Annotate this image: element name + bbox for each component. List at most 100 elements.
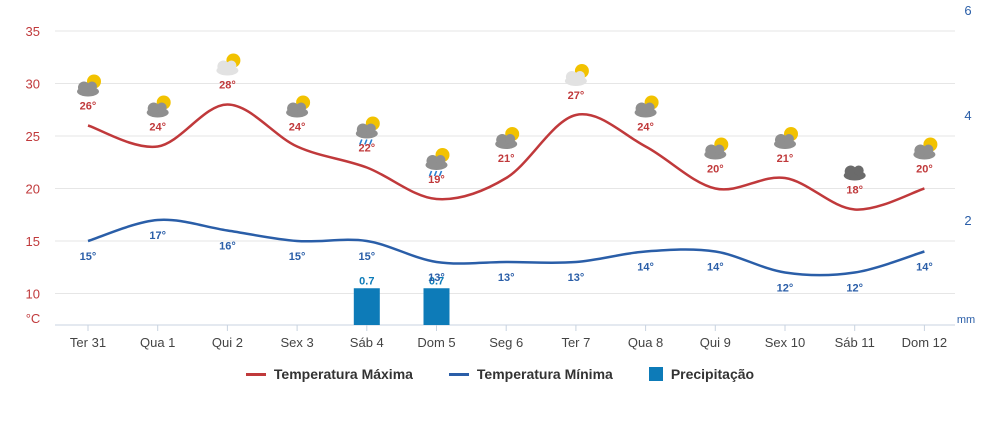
cloud-shape — [287, 102, 300, 115]
max-temp-label: 19° — [428, 174, 445, 186]
x-tick-label: Dom 5 — [417, 335, 455, 350]
cloud-shape — [496, 134, 509, 146]
min-temp-label: 15° — [358, 251, 375, 263]
cloud-shape — [505, 134, 516, 144]
max-temp-label: 28° — [219, 80, 236, 92]
min-temp-label: 12° — [777, 283, 794, 295]
rain-drop — [433, 170, 438, 177]
cloud-shape — [296, 102, 307, 113]
sun-cloud-rain-icon — [355, 116, 380, 145]
cloud-shape — [923, 144, 934, 155]
cloud-shape — [217, 60, 230, 73]
legend-label-max: Temperatura Máxima — [273, 366, 413, 382]
min-temp-label: 12° — [846, 283, 863, 295]
x-tick-label: Sáb 11 — [835, 335, 875, 350]
cloud-shape — [87, 81, 97, 92]
y-left-tick-label: 15 — [26, 234, 40, 249]
y-left-tick-label: 20 — [26, 182, 40, 197]
precip-bar — [353, 288, 380, 325]
y-right-tick-label: 2 — [964, 213, 971, 228]
cloud-shape — [226, 60, 237, 71]
x-tick-label: Seg 6 — [489, 335, 523, 350]
cloud-shape — [365, 123, 376, 134]
precip-label: 0.7 — [429, 275, 444, 287]
max-temp-label: 24° — [637, 122, 654, 134]
sun-cloud-icon — [286, 95, 311, 118]
x-tick-label: Dom 12 — [902, 335, 948, 350]
legend-item-min[interactable]: Temperatura Mínima — [448, 366, 613, 382]
max-temp-label: 26° — [80, 101, 97, 113]
cloud-shape — [714, 144, 725, 155]
cloud-icon — [843, 165, 866, 181]
cloud-shape — [356, 123, 369, 136]
x-tick-label: Sáb 4 — [350, 335, 384, 350]
max-temp-label: 21° — [777, 153, 794, 165]
min-temp-label: 16° — [219, 241, 236, 253]
x-tick-label: Ter 7 — [561, 335, 590, 350]
x-tick-label: Sex 10 — [765, 335, 805, 350]
min-temp-label: 14° — [637, 262, 654, 274]
rain-drop — [428, 170, 433, 177]
min-temp-label: 17° — [149, 230, 166, 242]
max-temp-label: 18° — [846, 185, 863, 197]
precip-label: 0.7 — [359, 275, 374, 287]
min-temp-label: 15° — [80, 251, 97, 263]
cloud-shape — [844, 165, 857, 178]
y-left-unit: °C — [26, 311, 41, 326]
sun-cloud-icon — [704, 137, 729, 160]
sun-cloud-icon — [77, 74, 101, 97]
legend-label-min: Temperatura Mínima — [476, 366, 613, 382]
cloud-shape — [156, 102, 167, 113]
sun-cloud-icon — [634, 95, 659, 118]
cloud-shape — [775, 134, 787, 146]
max-temp-label: 22° — [358, 143, 375, 155]
cloud-shape — [635, 102, 648, 115]
sun-cloud-icon — [913, 137, 938, 160]
min-temp-line — [87, 218, 925, 277]
x-tick-label: Qui 2 — [212, 335, 243, 350]
rain-drop — [364, 139, 368, 145]
legend-swatch-precip — [648, 367, 663, 381]
min-temp-label: 13° — [428, 272, 445, 284]
sun-cloud-icon — [774, 127, 798, 149]
cloud-shape — [914, 144, 927, 157]
legend-item-max[interactable]: Temperatura Máxima — [245, 366, 413, 382]
y-right-tick-label: 4 — [964, 108, 971, 123]
min-temp-label: 13° — [498, 272, 515, 284]
max-temp-label: 27° — [568, 90, 585, 102]
x-tick-label: Qua 1 — [140, 335, 175, 350]
sun-cloud-icon — [495, 127, 520, 149]
cloud-shape — [574, 71, 585, 81]
sun-cloud-icon — [146, 95, 171, 118]
cloud-shape — [78, 81, 90, 94]
cloud-shape — [784, 134, 794, 144]
rain-drop — [438, 170, 443, 177]
legend-swatch-min — [448, 372, 469, 376]
cloud-shape — [435, 155, 446, 165]
x-tick-label: Qui 9 — [700, 335, 731, 350]
cloud-shape — [565, 71, 578, 83]
rain-drop — [369, 139, 373, 145]
max-temp-label: 20° — [916, 164, 933, 176]
legend-item-precip[interactable]: Precipitação — [648, 366, 754, 382]
sun-cloud-icon — [216, 53, 241, 76]
cloud-shape — [644, 102, 655, 113]
max-temp-label: 24° — [289, 122, 306, 134]
y-left-tick-label: 30 — [26, 77, 40, 92]
max-temp-line — [87, 103, 925, 211]
cloud-shape — [853, 165, 864, 176]
max-temp-label: 24° — [149, 122, 166, 134]
chart-legend: Temperatura Máxima Temperatura Mínima Pr… — [0, 366, 1000, 382]
x-tick-label: Ter 31 — [70, 335, 106, 350]
y-left-tick-label: 25 — [26, 129, 40, 144]
y-right-unit: mm — [957, 314, 975, 326]
y-left-tick-label: 10 — [26, 287, 40, 302]
min-temp-label: 15° — [289, 251, 306, 263]
precip-bar — [423, 288, 450, 325]
rain-drop — [359, 139, 363, 145]
cloud-shape — [147, 102, 160, 115]
x-tick-label: Sex 3 — [280, 335, 313, 350]
min-temp-label: 13° — [568, 272, 585, 284]
max-temp-label: 21° — [498, 153, 515, 165]
